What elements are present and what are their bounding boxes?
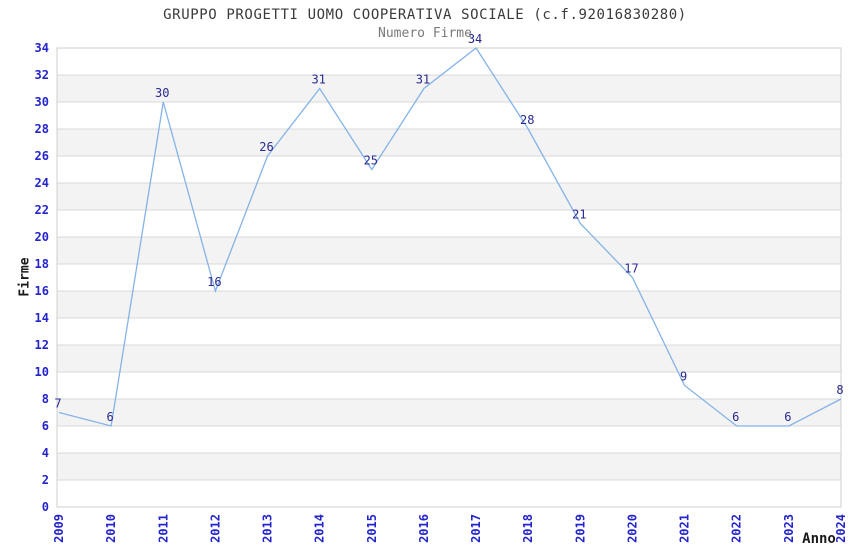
x-tick-label: 2021: [678, 514, 692, 543]
x-tick-label: 2012: [208, 514, 222, 543]
plot-band: [57, 453, 841, 480]
y-tick-label: 12: [35, 338, 49, 352]
x-tick-label: 2017: [469, 514, 483, 543]
point-label: 25: [364, 154, 378, 168]
point-label: 6: [784, 410, 791, 424]
y-tick-label: 0: [42, 500, 49, 514]
plot-band: [57, 399, 841, 426]
point-label: 28: [520, 113, 534, 127]
point-label: 6: [107, 410, 114, 424]
x-tick-label: 2019: [573, 514, 587, 543]
point-label: 30: [155, 86, 169, 100]
x-tick-label: 2013: [261, 514, 275, 543]
plot-band: [57, 291, 841, 318]
point-label: 21: [572, 208, 586, 222]
x-tick-label: 2016: [417, 514, 431, 543]
y-tick-label: 14: [35, 311, 49, 325]
x-tick-label: 2015: [365, 514, 379, 543]
point-label: 26: [259, 140, 273, 154]
plot-border: [56, 47, 842, 508]
point-label: 31: [311, 73, 325, 87]
x-axis-label: Anno: [802, 531, 836, 547]
point-label: 9: [680, 370, 687, 384]
plot-band: [57, 237, 841, 264]
plot-band: [57, 345, 841, 372]
point-label: 31: [416, 73, 430, 87]
x-tick-label: 2022: [730, 514, 744, 543]
y-tick-label: 30: [35, 95, 49, 109]
point-label: 34: [468, 32, 482, 46]
y-tick-label: 18: [35, 257, 49, 271]
y-tick-label: 32: [35, 68, 49, 82]
plot-band: [57, 183, 841, 210]
data-line: [58, 47, 842, 427]
point-label: 8: [836, 383, 843, 397]
point-label: 6: [732, 410, 739, 424]
x-tick-label: 2020: [625, 514, 639, 543]
point-label: 7: [54, 397, 61, 411]
chart-subtitle: Numero Firme: [378, 26, 472, 41]
plot-band: [57, 129, 841, 156]
y-tick-label: 8: [42, 392, 49, 406]
y-tick-label: 24: [35, 176, 49, 190]
plot-band: [57, 75, 841, 102]
y-tick-label: 26: [35, 149, 49, 163]
y-tick-label: 34: [35, 41, 49, 55]
y-tick-label: 4: [42, 446, 49, 460]
y-tick-label: 10: [35, 365, 49, 379]
x-tick-label: 2023: [782, 514, 796, 543]
chart-title: GRUPPO PROGETTI UOMO COOPERATIVA SOCIALE…: [163, 7, 687, 23]
x-tick-label: 2024: [834, 514, 848, 543]
x-tick-label: 2011: [156, 514, 170, 543]
y-tick-label: 6: [42, 419, 49, 433]
y-tick-label: 16: [35, 284, 49, 298]
point-label: 16: [207, 275, 221, 289]
x-tick-label: 2010: [104, 514, 118, 543]
x-tick-label: 2018: [521, 514, 535, 543]
y-tick-label: 28: [35, 122, 49, 136]
x-tick-label: 2014: [313, 514, 327, 543]
y-tick-label: 22: [35, 203, 49, 217]
y-tick-label: 2: [42, 473, 49, 487]
x-tick-label: 2009: [52, 514, 66, 543]
y-tick-label: 20: [35, 230, 49, 244]
point-label: 17: [624, 262, 638, 276]
